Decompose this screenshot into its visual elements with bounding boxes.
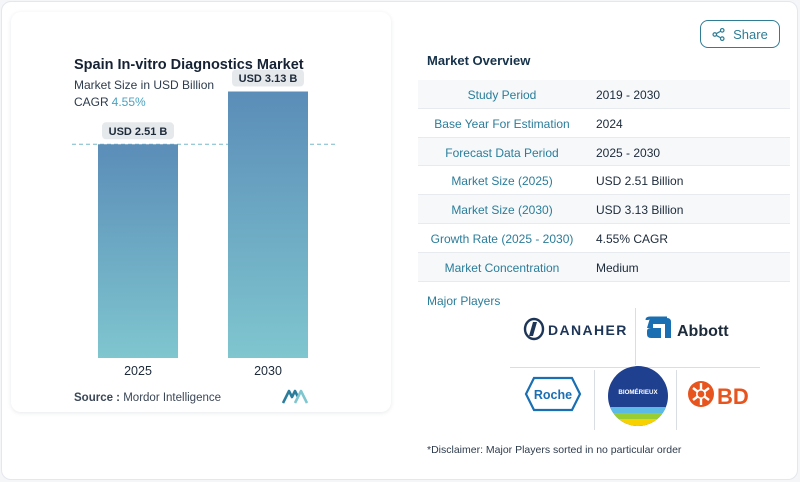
overview-row-value: Medium bbox=[596, 260, 639, 275]
data-label: USD 2.51 B bbox=[109, 126, 168, 138]
bar-chart: USD 2.51 B 2025 USD 3.13 B 2030 bbox=[72, 69, 338, 378]
overview-row-label: Growth Rate (2025 - 2030) bbox=[430, 231, 574, 246]
overview-row: Market Size (2025) USD 2.51 Billion bbox=[418, 166, 790, 196]
share-label: Share bbox=[733, 26, 768, 42]
roche-logo-icon: Roche bbox=[524, 376, 582, 412]
overview-row: Growth Rate (2025 - 2030) 4.55% CAGR bbox=[418, 224, 790, 253]
overview-row-label: Study Period bbox=[467, 88, 537, 102]
overview-row: Base Year For Estimation 2024 bbox=[418, 109, 790, 138]
overview-row-value: 2024 bbox=[596, 116, 623, 131]
bd-logo-icon: BD bbox=[688, 381, 749, 409]
overview-row: Study Period 2019 - 2030 bbox=[418, 80, 790, 109]
overview-title: Market Overview bbox=[427, 53, 531, 68]
chart-title: Spain In-vitro Diagnostics Market bbox=[74, 57, 304, 73]
abbott-logo-icon: Abbott bbox=[645, 316, 729, 340]
overview-row: Forecast Data Period 2025 - 2030 bbox=[418, 137, 790, 167]
data-label: USD 3.13 B bbox=[239, 73, 298, 85]
overview-row-value: 4.55% CAGR bbox=[596, 231, 669, 246]
x-tick-label: 2025 bbox=[124, 364, 152, 378]
x-tick-label: 2030 bbox=[254, 364, 282, 378]
roche-logo-text: Roche bbox=[534, 388, 572, 402]
chart-card bbox=[11, 12, 391, 412]
bar-2025 bbox=[98, 144, 178, 358]
cagr-line: CAGR 4.55% bbox=[74, 95, 146, 109]
overview-row: Market Concentration Medium bbox=[418, 252, 790, 282]
data-label-bg bbox=[232, 69, 304, 87]
abbott-logo-text: Abbott bbox=[677, 323, 729, 340]
source-label: Source : bbox=[74, 392, 121, 404]
biomerieux-logo-text: BIOMÉRIEUX bbox=[618, 388, 658, 396]
source-note: Source : Mordor Intelligence bbox=[74, 392, 221, 404]
overview-row-value: USD 2.51 Billion bbox=[596, 174, 684, 189]
source-value: Mordor Intelligence bbox=[123, 392, 222, 404]
biomerieux-logo-icon: BIOMÉRIEUX bbox=[608, 366, 668, 426]
overview-row-label: Base Year For Estimation bbox=[434, 116, 570, 131]
bar-2030 bbox=[228, 91, 308, 358]
bd-logo-text: BD bbox=[717, 384, 749, 409]
cagr-value: 4.55% bbox=[111, 95, 146, 109]
overview-row-label: Forecast Data Period bbox=[445, 145, 559, 160]
overview-row-label: Market Size (2030) bbox=[451, 203, 553, 218]
danaher-logo-text: DANAHER bbox=[548, 322, 628, 338]
danaher-logo-icon: DANAHER bbox=[523, 317, 628, 341]
overview-row-label: Market Size (2025) bbox=[451, 174, 553, 189]
share-icon bbox=[712, 27, 725, 41]
mordor-logo-icon bbox=[282, 389, 308, 404]
overview-table: Study Period 2019 - 2030 Base Year For Est… bbox=[418, 80, 790, 282]
disclaimer: *Disclaimer: Major Players sorted in no … bbox=[427, 444, 682, 456]
cagr-label: CAGR bbox=[74, 95, 109, 109]
data-label-bg bbox=[102, 122, 174, 140]
overview-row-value: 2019 - 2030 bbox=[596, 88, 661, 102]
players-title: Major Players bbox=[427, 294, 501, 308]
overview-row-label: Market Concentration bbox=[444, 260, 560, 275]
overview-row-value: 2025 - 2030 bbox=[596, 145, 661, 160]
chart-subtitle: Market Size in USD Billion bbox=[74, 78, 215, 92]
share-button[interactable]: Share bbox=[700, 20, 780, 48]
overview-row: Market Size (2030) USD 3.13 Billion bbox=[418, 195, 790, 224]
overview-row-value: USD 3.13 Billion bbox=[596, 203, 684, 218]
players-grid: DANAHER Abbott Roche BIOMÉRIEUX BD bbox=[510, 306, 760, 430]
